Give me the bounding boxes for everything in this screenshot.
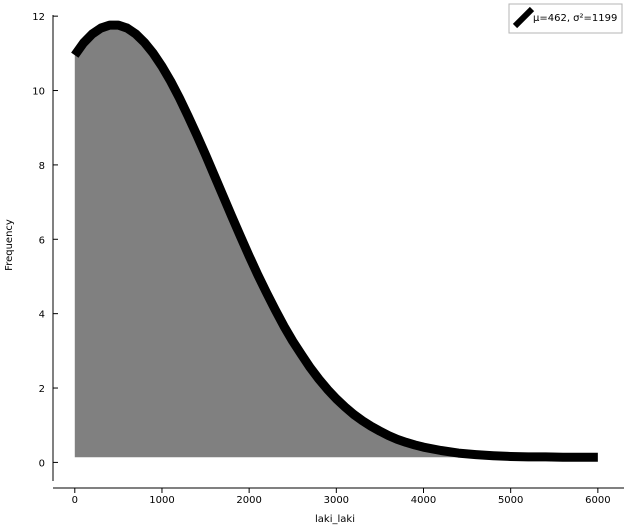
x-tick-label: 6000 xyxy=(585,495,610,506)
x-tick-label: 4000 xyxy=(411,495,436,506)
legend-series-label: μ=462, σ²=1199 xyxy=(533,13,617,24)
y-tick-label: 12 xyxy=(32,12,45,23)
y-tick-label: 4 xyxy=(39,310,45,321)
x-tick-label: 0 xyxy=(72,495,78,506)
x-tick-label: 2000 xyxy=(236,495,261,506)
area-fill xyxy=(74,25,598,458)
y-axis-title: Frequency xyxy=(4,219,15,271)
y-axis: 0 2 4 6 8 10 12 xyxy=(32,12,58,481)
legend: μ=462, σ²=1199 xyxy=(508,3,623,34)
y-tick-label: 10 xyxy=(32,87,45,98)
legend-box xyxy=(508,3,623,34)
plot-area xyxy=(71,20,598,462)
y-tick-label: 6 xyxy=(39,235,45,246)
x-tick-label: 1000 xyxy=(149,495,174,506)
series-line xyxy=(71,20,598,462)
x-axis-title: laki_laki xyxy=(315,514,355,525)
y-tick-label: 0 xyxy=(39,458,45,469)
x-tick-label: 5000 xyxy=(498,495,523,506)
x-tick-label: 3000 xyxy=(324,495,349,506)
legend-line-icon xyxy=(512,6,535,29)
x-axis: 0 1000 2000 3000 4000 5000 6000 xyxy=(53,487,624,506)
y-tick-label: 8 xyxy=(39,161,45,172)
y-tick-label: 2 xyxy=(39,384,45,395)
